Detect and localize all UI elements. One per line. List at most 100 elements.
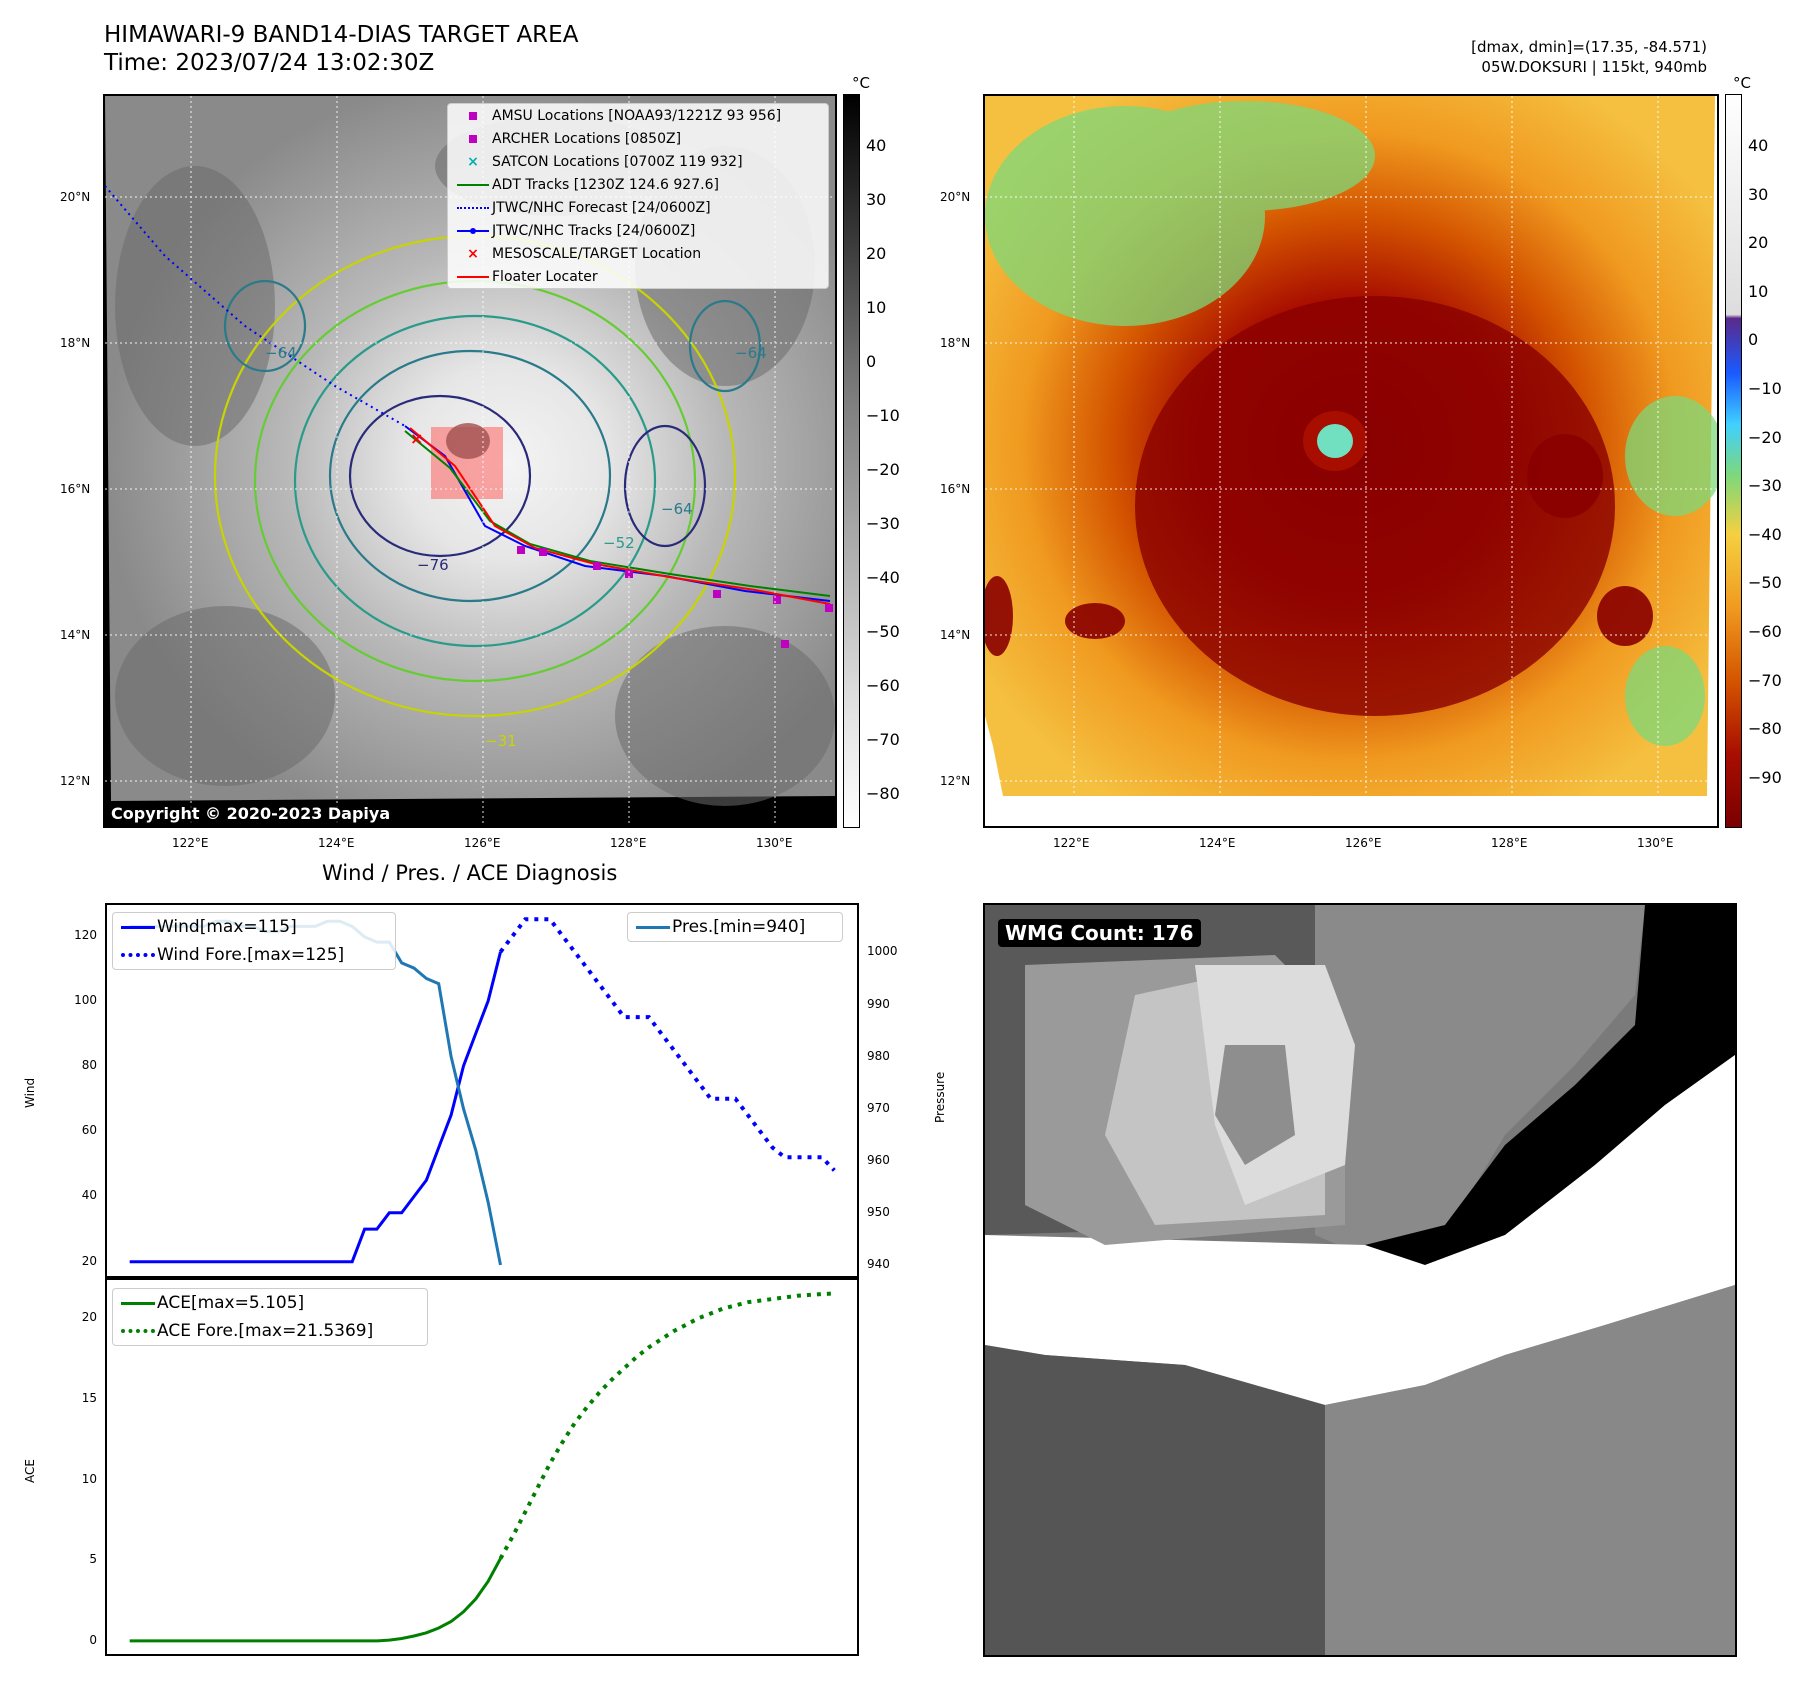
pressure-axis-title: Pressure xyxy=(933,1071,947,1123)
colorbar-tick: −90 xyxy=(1748,767,1782,787)
colorbar-tick: −30 xyxy=(866,514,900,533)
colorbar-tick: −20 xyxy=(1748,427,1782,447)
colorbar-tick: −60 xyxy=(866,676,900,695)
ace-axis-title: ACE xyxy=(23,1459,37,1483)
ace-y-tick: 20 xyxy=(81,1310,97,1325)
map-legend: AMSU Locations [NOAA93/1221Z 93 956] ARC… xyxy=(447,103,829,289)
colorbar-tick: −10 xyxy=(1748,379,1782,398)
contour-label: −76 xyxy=(417,556,449,574)
lon-label: 130°E xyxy=(756,836,793,850)
legend-item-ace: ACE[max=5.105] xyxy=(113,1289,427,1317)
dmax-dmin-label: [dmax, dmin]=(17.35, -84.571) xyxy=(1471,38,1707,56)
legend-item-target: × MESOSCALE/TARGET Location xyxy=(467,245,702,262)
colorbar-tick: 0 xyxy=(1748,330,1759,350)
wind-y-tick: 100 xyxy=(74,992,97,1007)
lon-label: 126°E xyxy=(464,836,501,850)
ir-color-map-canvas xyxy=(985,96,1717,826)
map-title-line1: HIMAWARI-9 BAND14-DIAS TARGET AREA xyxy=(104,22,579,48)
lat-label: 12°N xyxy=(940,774,971,788)
lat-label: 14°N xyxy=(940,628,971,642)
pressure-y-tick: 1000 xyxy=(867,944,898,959)
colorbar-tick: 30 xyxy=(866,190,887,209)
ace-y-tick: 5 xyxy=(89,1552,97,1567)
pressure-y-tick: 970 xyxy=(867,1100,890,1115)
legend-item-ace-forecast: ACE Fore.[max=21.5369] xyxy=(113,1317,427,1345)
colorbar-tick: 10 xyxy=(866,298,887,317)
colorbar-tick: 40 xyxy=(866,136,887,155)
legend-item-jtwc-forecast: JTWC/NHC Forecast [24/0600Z] xyxy=(448,196,828,219)
lat-label: 18°N xyxy=(940,336,971,350)
wind-legend: Wind[max=115] Wind Fore.[max=125] xyxy=(112,912,396,970)
legend-item-wind: Wind[max=115] xyxy=(113,913,395,941)
colorbar-tick: −10 xyxy=(866,406,900,425)
wind-y-tick: 120 xyxy=(74,927,97,942)
map-title-line2: Time: 2023/07/24 13:02:30Z xyxy=(104,50,435,76)
lat-label: 16°N xyxy=(60,482,91,496)
colorbar-tick: −50 xyxy=(1748,573,1782,593)
lat-label: 20°N xyxy=(940,190,971,204)
lon-label: 126°E xyxy=(1345,836,1382,850)
colorbar-tick: −50 xyxy=(866,622,900,641)
pressure-y-tick: 940 xyxy=(867,1256,890,1271)
wind-axis-title: Wind xyxy=(23,1077,37,1108)
wind-forecast-series-line xyxy=(498,917,836,1172)
legend-item-amsu: AMSU Locations [NOAA93/1221Z 93 956] xyxy=(448,104,828,127)
colorbar-tick: −40 xyxy=(1748,524,1782,544)
lon-label: 122°E xyxy=(1053,836,1090,850)
ace-forecast-series-line xyxy=(498,1291,835,1560)
diagnosis-chart: 20 40 60 80 100 120 940 950 960 970 980 990 1000 0 5 10… xyxy=(23,903,947,1657)
contour-label: −64 xyxy=(265,344,297,362)
colorbar-tick: −70 xyxy=(1748,670,1782,690)
legend-item-jtwc-tracks: JTWC/NHC Tracks [24/0600Z] xyxy=(448,219,828,242)
gray-colorbar-unit: °C xyxy=(852,74,870,92)
colorbar-tick: −70 xyxy=(866,730,900,749)
pressure-y-tick: 990 xyxy=(867,996,890,1011)
wind-series-line xyxy=(129,951,502,1264)
ace-y-tick: 10 xyxy=(81,1471,97,1486)
wind-y-tick: 20 xyxy=(81,1253,97,1268)
lat-label: 18°N xyxy=(60,336,91,350)
contour-label: −64 xyxy=(661,500,693,518)
diagnosis-title: Wind / Pres. / ACE Diagnosis xyxy=(322,861,618,885)
colorbar-tick: −80 xyxy=(866,784,900,803)
storm-info-label: 05W.DOKSURI | 115kt, 940mb xyxy=(1481,58,1707,76)
colorbar-tick: −40 xyxy=(866,568,900,587)
wind-pressure-axes-frame xyxy=(105,903,859,1278)
gray-colorbar xyxy=(843,94,860,828)
contour-label: −64 xyxy=(735,344,767,362)
ace-y-tick: 0 xyxy=(89,1632,97,1647)
colorbar-tick: 10 xyxy=(1748,281,1769,301)
lon-label: 128°E xyxy=(1491,836,1528,850)
pressure-y-tick: 980 xyxy=(867,1048,890,1063)
colorbar-tick: 0 xyxy=(866,352,877,371)
colorbar-tick: 30 xyxy=(1748,184,1769,204)
colorbar-tick: 40 xyxy=(1748,136,1769,155)
lat-label: 16°N xyxy=(940,482,971,496)
colorbar-tick: 20 xyxy=(866,244,887,263)
lon-label: 124°E xyxy=(318,836,355,850)
wmg-canvas xyxy=(985,905,1735,1655)
lon-label: 130°E xyxy=(1637,836,1674,850)
wind-y-tick: 80 xyxy=(81,1058,97,1073)
wmg-panel: WMG Count: 176 xyxy=(983,903,1737,1657)
wind-y-tick: 40 xyxy=(81,1188,97,1203)
pressure-series-line xyxy=(129,919,502,1266)
lat-label: 14°N xyxy=(60,628,91,642)
lon-label: 124°E xyxy=(1199,836,1236,850)
legend-item-archer: ARCHER Locations [0850Z] xyxy=(448,127,828,150)
ace-legend: ACE[max=5.105] ACE Fore.[max=21.5369] xyxy=(112,1288,428,1346)
lon-label: 128°E xyxy=(610,836,647,850)
contour-label: −31 xyxy=(485,732,517,750)
lat-label: 12°N xyxy=(60,774,91,788)
lat-label: 20°N xyxy=(60,190,91,204)
ir-color-map xyxy=(983,94,1719,828)
legend-item-wind-forecast: Wind Fore.[max=125] xyxy=(113,941,395,969)
pressure-y-tick: 960 xyxy=(867,1152,890,1167)
legend-item-adt: ADT Tracks [1230Z 124.6 927.6] xyxy=(448,173,828,196)
pressure-y-tick: 950 xyxy=(867,1204,890,1219)
svg-text:×: × xyxy=(410,429,423,448)
colorbar-tick: −30 xyxy=(1748,476,1782,496)
color-colorbar xyxy=(1725,94,1742,828)
diagnosis-chart-svg xyxy=(100,903,859,1656)
legend-item-satcon: × SATCON Locations [0700Z 119 932] xyxy=(467,153,743,170)
